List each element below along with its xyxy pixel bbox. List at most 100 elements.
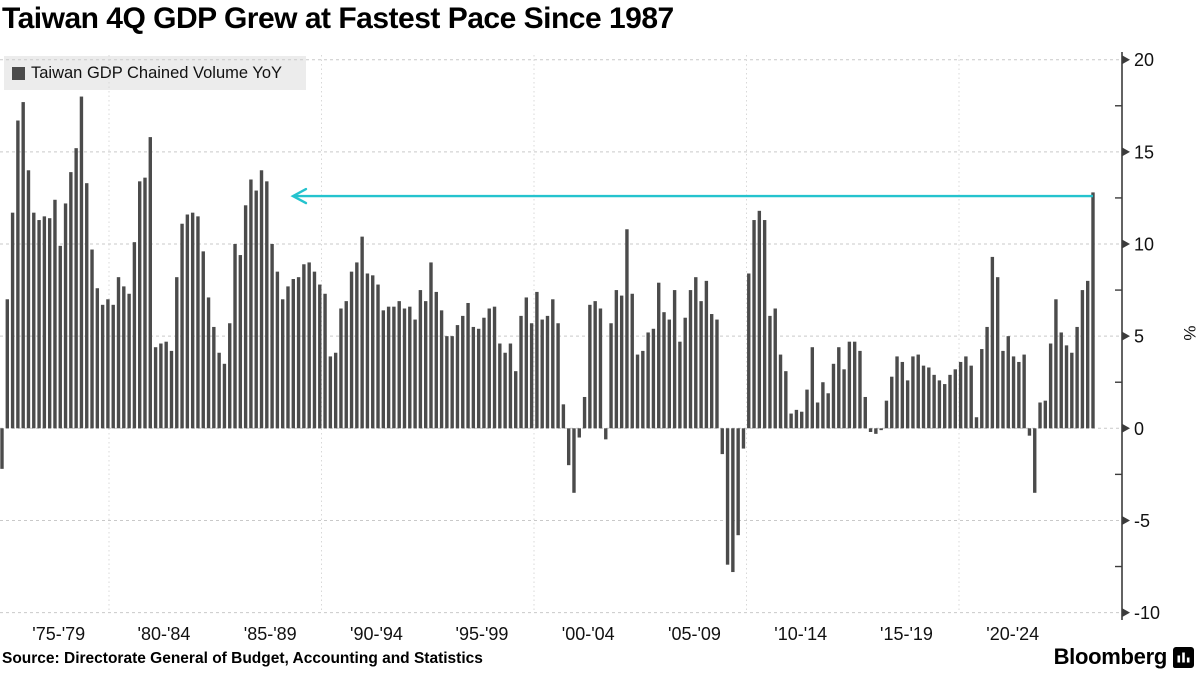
gdp-bar xyxy=(561,404,566,429)
gdp-bar xyxy=(69,172,73,429)
gdp-bar xyxy=(593,301,597,429)
gdp-bar xyxy=(1086,280,1090,429)
gdp-bar xyxy=(609,323,613,429)
gdp-bar xyxy=(937,380,942,429)
y-tick-label: -5 xyxy=(1134,511,1150,531)
gdp-bar xyxy=(752,220,756,429)
gdp-bar xyxy=(821,382,825,429)
gdp-bar xyxy=(349,271,354,429)
gdp-bar xyxy=(540,319,544,429)
gdp-bar xyxy=(974,417,979,429)
gdp-bar xyxy=(847,341,852,429)
gdp-bar xyxy=(476,328,481,429)
gdp-bar xyxy=(132,242,137,429)
gdp-bar xyxy=(614,290,619,429)
gdp-bar xyxy=(1038,402,1042,429)
source-note: Source: Directorate General of Budget, A… xyxy=(2,650,483,667)
gdp-bar xyxy=(884,400,889,429)
gdp-bar xyxy=(958,361,963,429)
gdp-bar xyxy=(439,310,444,429)
gdp-bar xyxy=(307,262,311,429)
gdp-bar xyxy=(699,301,703,429)
gdp-bar xyxy=(16,120,20,429)
gdp-bar xyxy=(921,365,926,429)
gdp-bar xyxy=(376,284,380,429)
gdp-bar xyxy=(296,277,301,429)
gdp-bar xyxy=(482,317,486,429)
gdp-bar xyxy=(413,319,417,429)
gdp-bar xyxy=(964,356,968,429)
gdp-bar xyxy=(360,236,364,429)
gdp-bar xyxy=(905,380,910,429)
gdp-bar xyxy=(1064,345,1069,429)
gdp-bar xyxy=(1017,361,1021,429)
gdp-bar xyxy=(323,293,327,429)
gdp-bar xyxy=(42,216,47,429)
gdp-bar xyxy=(402,308,407,429)
gdp-bar xyxy=(514,371,518,429)
x-tick-label: '20-'24 xyxy=(986,624,1039,644)
gdp-bar xyxy=(1006,336,1010,429)
bloomberg-logo: Bloomberg xyxy=(1054,644,1194,670)
gdp-bar xyxy=(1011,356,1016,429)
gdp-bar xyxy=(815,402,820,429)
gdp-bar xyxy=(778,354,783,429)
gdp-bar xyxy=(423,301,428,429)
gdp-bar xyxy=(662,312,666,429)
y-major-tick-arrow-icon xyxy=(1122,515,1130,525)
gdp-bar xyxy=(111,304,115,429)
legend-label: Taiwan GDP Chained Volume YoY xyxy=(31,63,283,82)
gdp-bar xyxy=(858,350,862,429)
gdp-bar xyxy=(969,365,973,429)
gdp-bar xyxy=(85,183,89,429)
gdp-bar xyxy=(371,275,375,429)
gdp-bar xyxy=(995,277,1000,429)
gdp-bar xyxy=(127,293,131,429)
gdp-bar xyxy=(455,325,460,429)
gdp-bar xyxy=(270,244,274,429)
gdp-bar xyxy=(445,336,449,429)
gdp-bar xyxy=(233,244,237,429)
gdp-bar xyxy=(768,315,772,429)
gdp-bar xyxy=(265,181,269,429)
x-tick-label: '95-'99 xyxy=(456,624,509,644)
gdp-bar xyxy=(434,291,438,429)
y-major-tick-arrow-icon xyxy=(1122,147,1130,157)
x-tick-label: '05-'09 xyxy=(668,624,721,644)
gdp-bar xyxy=(535,291,539,429)
gdp-bar xyxy=(667,319,672,429)
gdp-bar xyxy=(588,304,592,429)
gdp-bar xyxy=(53,199,57,429)
gdp-bar xyxy=(704,280,709,429)
gdp-bar xyxy=(344,301,348,429)
gdp-bar xyxy=(418,290,423,429)
gdp-bar xyxy=(868,428,873,432)
gdp-bar xyxy=(138,181,142,429)
gdp-bar xyxy=(365,273,370,429)
gdp-bar xyxy=(508,343,513,429)
gdp-bar xyxy=(932,374,936,429)
gdp-bar xyxy=(286,286,290,429)
gdp-bar xyxy=(175,277,179,429)
gdp-bar xyxy=(185,214,190,429)
gdp-bar xyxy=(736,428,740,536)
y-major-tick-arrow-icon xyxy=(1122,608,1130,618)
gdp-bar xyxy=(259,170,264,429)
gdp-bar xyxy=(524,297,529,429)
y-tick-label: 15 xyxy=(1134,142,1154,162)
gdp-bar xyxy=(879,428,883,431)
gdp-bar xyxy=(0,428,4,469)
gdp-bar xyxy=(392,306,396,429)
gdp-bar xyxy=(529,323,534,429)
gdp-bar xyxy=(164,341,168,429)
gdp-bar xyxy=(826,393,830,429)
gdp-bar xyxy=(577,428,581,438)
gdp-bar xyxy=(837,347,841,429)
gdp-bar xyxy=(228,323,232,429)
gdp-bar xyxy=(556,323,560,429)
bloomberg-wordmark: Bloomberg xyxy=(1053,644,1168,669)
gdp-bar xyxy=(169,350,174,429)
y-major-tick-arrow-icon xyxy=(1122,331,1130,341)
gdp-bar xyxy=(641,350,645,429)
